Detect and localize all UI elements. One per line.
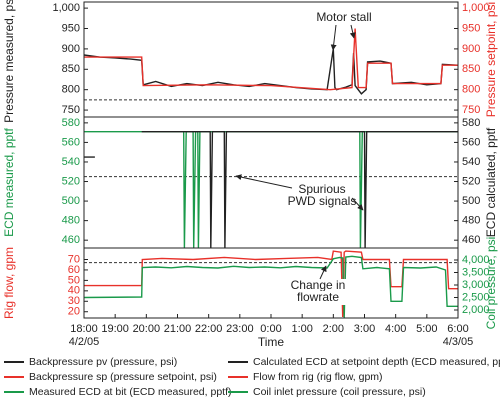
y-tick-label: 1,000 [52, 2, 80, 14]
annotation-bg [286, 195, 358, 209]
y2-tick-label: 3,000 [462, 279, 490, 291]
y-tick-label: 40 [68, 285, 80, 297]
y2-tick-label: 1,000 [462, 2, 490, 14]
y-tick-label: 60 [68, 264, 80, 276]
y2-tick-label: 580 [462, 117, 480, 129]
y-tick-label: 800 [62, 84, 80, 96]
y2-tick-label: 500 [462, 195, 480, 207]
y2-tick-label: 2,000 [462, 304, 490, 316]
x-tick-label: 18:00 [70, 323, 98, 335]
legend-label: Backpressure sp (pressure setpoint, psi) [29, 371, 217, 383]
legend-label: Backpressure pv (pressure, psi) [29, 356, 177, 368]
x-tick-label: 23:00 [226, 323, 254, 335]
annotation: Spurious [298, 182, 345, 196]
series-line [84, 48, 458, 95]
x-date-label: 4/2/05 [69, 336, 100, 348]
legend-label: Flow from rig (rig flow, gpm) [253, 371, 383, 383]
series-line [84, 250, 458, 318]
x-axis-label: Time [258, 335, 285, 349]
y2-axis-label: Pressure setpoint, psi [484, 2, 498, 117]
series-line [84, 255, 458, 318]
y-tick-label: 500 [62, 195, 80, 207]
y-tick-label: 70 [68, 253, 80, 265]
y-tick-label: 20 [68, 306, 80, 318]
x-tick-label: 6:00 [447, 323, 468, 335]
y-tick-label: 900 [62, 43, 80, 55]
x-tick-label: 19:00 [101, 323, 129, 335]
x-tick-label: 2:00 [323, 323, 344, 335]
annotation-bg [282, 279, 354, 293]
y-tick-label: 750 [62, 104, 80, 116]
series-line [84, 131, 458, 248]
y-tick-label: 30 [68, 295, 80, 307]
annotation: Change in [291, 278, 346, 292]
y2-axis-label: Coil pressure, psi [484, 237, 498, 330]
annotation-arrow [330, 24, 337, 51]
x-date-label: 4/3/05 [443, 336, 474, 348]
x-tick-label: 22:00 [195, 323, 223, 335]
annotation-bg [286, 183, 358, 197]
annotation-arrow [319, 265, 327, 280]
y-tick-label: 950 [62, 22, 80, 34]
annotation: Motor stall [316, 10, 371, 24]
y2-tick-label: 750 [462, 104, 480, 116]
y-tick-label: 480 [62, 215, 80, 227]
x-tick-label: 1:00 [291, 323, 312, 335]
y2-tick-label: 4,000 [462, 254, 490, 266]
y-tick-label: 580 [62, 117, 80, 129]
y-axis-label: Rig flow, gpm [2, 247, 16, 319]
y2-tick-label: 560 [462, 136, 480, 148]
y-tick-label: 460 [62, 234, 80, 246]
y2-tick-label: 3,500 [462, 266, 490, 278]
x-tick-label: 20:00 [133, 323, 161, 335]
x-tick-label: 0:00 [260, 323, 281, 335]
x-tick-label: 4:00 [385, 323, 406, 335]
annotation-arrow [351, 197, 364, 211]
y-axis-label: ECD measured, pptf [2, 127, 16, 236]
x-tick-label: 21:00 [164, 323, 192, 335]
x-tick-label: 5:00 [416, 323, 437, 335]
y2-tick-label: 540 [462, 156, 480, 168]
y2-tick-label: 950 [462, 22, 480, 34]
y-tick-label: 50 [68, 274, 80, 286]
legend-label: Coil inlet pressure (coil pressure, psi) [253, 386, 426, 398]
panel-frame [83, 116, 459, 249]
series-line [84, 28, 458, 91]
legend-label: Calculated ECD at setpoint depth (ECD me… [253, 356, 500, 368]
annotation: PWD signals [288, 194, 357, 208]
y-tick-label: 520 [62, 175, 80, 187]
annotation-arrow [349, 24, 356, 39]
y2-tick-label: 520 [462, 175, 480, 187]
y2-tick-label: 480 [462, 215, 480, 227]
annotation-bg [308, 11, 380, 25]
x-tick-label: 3:00 [354, 323, 375, 335]
annotation-bg [282, 291, 354, 305]
legend-label: Measured ECD at bit (ECD measured, pptf) [29, 386, 232, 398]
y2-tick-label: 850 [462, 63, 480, 75]
annotation-arrow [235, 174, 293, 189]
annotation: flowrate [297, 290, 339, 304]
y-tick-label: 540 [62, 156, 80, 168]
y2-tick-label: 900 [462, 43, 480, 55]
y-axis-label: Pressure measured, psi [2, 0, 16, 123]
series-line [84, 131, 458, 248]
y2-tick-label: 460 [462, 234, 480, 246]
y2-tick-label: 2,500 [462, 291, 490, 303]
y2-tick-label: 800 [462, 84, 480, 96]
y2-axis-label: ECD calculated, pptf [484, 127, 498, 237]
y-tick-label: 850 [62, 63, 80, 75]
y-tick-label: 560 [62, 136, 80, 148]
